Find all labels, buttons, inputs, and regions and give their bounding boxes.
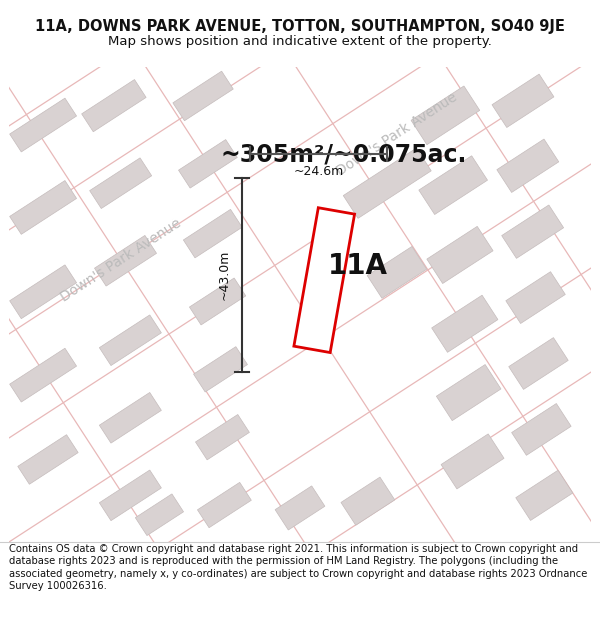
- Polygon shape: [427, 226, 493, 284]
- Polygon shape: [275, 486, 325, 530]
- Polygon shape: [516, 470, 573, 521]
- Polygon shape: [506, 272, 565, 324]
- Polygon shape: [10, 265, 77, 319]
- Polygon shape: [10, 348, 77, 402]
- Polygon shape: [10, 181, 77, 234]
- Polygon shape: [419, 156, 488, 214]
- Text: 11A, DOWNS PARK AVENUE, TOTTON, SOUTHAMPTON, SO40 9JE: 11A, DOWNS PARK AVENUE, TOTTON, SOUTHAMP…: [35, 19, 565, 34]
- Text: ~43.0m: ~43.0m: [218, 250, 231, 301]
- Polygon shape: [100, 315, 161, 366]
- Polygon shape: [492, 74, 554, 128]
- Polygon shape: [179, 139, 237, 188]
- Polygon shape: [100, 470, 161, 521]
- Polygon shape: [173, 71, 233, 121]
- Polygon shape: [367, 246, 427, 298]
- Polygon shape: [94, 236, 157, 286]
- Polygon shape: [411, 86, 480, 145]
- Polygon shape: [100, 392, 161, 443]
- Polygon shape: [136, 494, 184, 536]
- Polygon shape: [509, 338, 568, 389]
- Polygon shape: [497, 139, 559, 192]
- Text: ~305m²/~0.075ac.: ~305m²/~0.075ac.: [220, 142, 467, 166]
- Polygon shape: [441, 434, 504, 489]
- Polygon shape: [341, 477, 395, 525]
- Polygon shape: [10, 98, 77, 152]
- Polygon shape: [184, 209, 242, 258]
- Text: ~24.6m: ~24.6m: [293, 165, 344, 178]
- Text: Down's Park Avenue: Down's Park Avenue: [334, 91, 460, 179]
- Polygon shape: [197, 482, 251, 528]
- Text: 11A: 11A: [328, 252, 388, 279]
- Polygon shape: [512, 404, 571, 456]
- Polygon shape: [196, 414, 250, 460]
- Polygon shape: [436, 364, 501, 421]
- Polygon shape: [89, 158, 152, 209]
- Polygon shape: [343, 148, 431, 218]
- Text: Map shows position and indicative extent of the property.: Map shows position and indicative extent…: [108, 36, 492, 48]
- Text: Contains OS data © Crown copyright and database right 2021. This information is : Contains OS data © Crown copyright and d…: [9, 544, 587, 591]
- Polygon shape: [18, 435, 78, 484]
- Text: Down's Park Avenue: Down's Park Avenue: [58, 216, 184, 305]
- Polygon shape: [190, 278, 246, 325]
- Polygon shape: [194, 347, 247, 392]
- Polygon shape: [431, 295, 498, 352]
- Polygon shape: [82, 79, 146, 132]
- Polygon shape: [502, 205, 563, 258]
- Polygon shape: [294, 208, 355, 352]
